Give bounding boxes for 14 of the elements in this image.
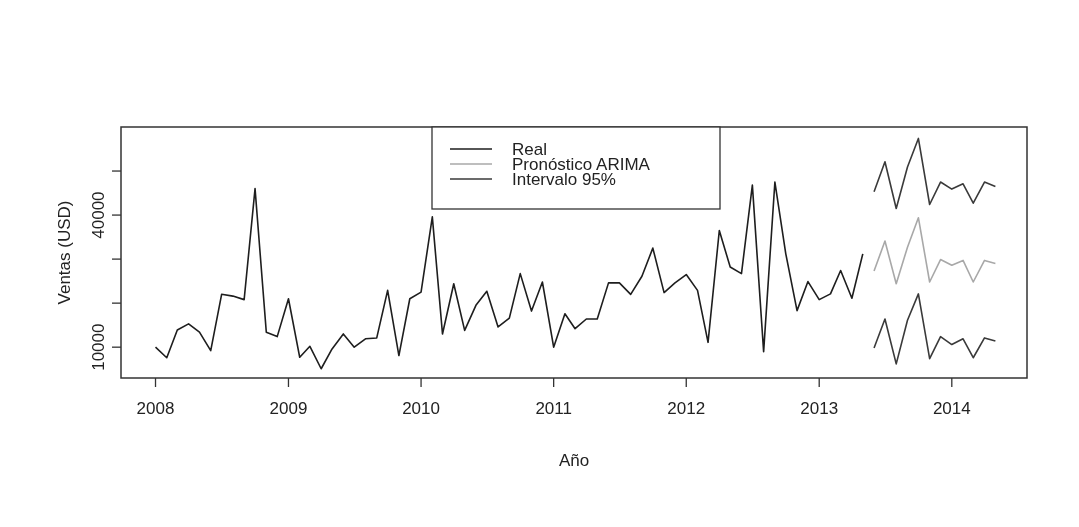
x-tick-label: 2011 [535, 399, 572, 418]
y-tick-label: 40000 [89, 191, 108, 239]
x-tick-label: 2008 [136, 399, 175, 418]
x-tick-label: 2013 [800, 399, 839, 418]
x-tick-label: 2012 [667, 399, 706, 418]
y-tick-label: 10000 [89, 323, 108, 371]
line-series [873, 216, 997, 285]
line-series [873, 293, 997, 365]
x-tick-label: 2010 [402, 399, 440, 418]
x-tick-label: 2009 [269, 399, 308, 418]
y-axis-title: Ventas (USD) [55, 200, 74, 305]
x-axis-title: Año [558, 451, 590, 470]
x-tick-label: 2014 [932, 399, 971, 418]
line-series [873, 137, 997, 210]
